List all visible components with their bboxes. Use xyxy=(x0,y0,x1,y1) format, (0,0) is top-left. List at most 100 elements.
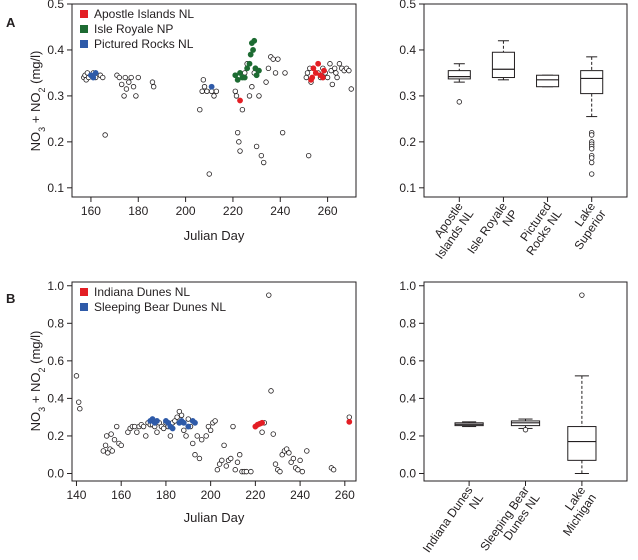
legend-swatch xyxy=(80,288,88,296)
panel-a-box-y-axis: 0.1 0.2 0.3 0.4 0.5 xyxy=(399,0,424,195)
data-point xyxy=(334,74,340,81)
y-tick-label: 0.4 xyxy=(47,391,64,405)
box-iqr xyxy=(536,74,560,88)
category-label: PicturedRocks NL xyxy=(513,199,565,257)
data-point xyxy=(336,61,343,67)
data-point xyxy=(118,442,124,449)
category-label: Isle RoyaleNP xyxy=(464,199,520,263)
y-tick-label: 0.3 xyxy=(47,89,64,103)
data-point xyxy=(251,37,258,44)
panel-label-b: B xyxy=(6,291,15,306)
data-point xyxy=(265,65,272,72)
y-tick-label: 1.0 xyxy=(47,279,64,293)
data-point xyxy=(206,171,212,177)
data-point xyxy=(207,427,214,434)
panel-a-ylabel: NO3 + NO2 (mg/l) xyxy=(28,51,47,152)
x-tick-label: 180 xyxy=(128,204,148,218)
data-point xyxy=(346,414,352,420)
ylabel-sub-3: 3 xyxy=(37,127,47,132)
data-point xyxy=(256,67,262,74)
y-tick-label: 0.6 xyxy=(399,354,416,368)
data-point xyxy=(246,93,253,99)
data-point xyxy=(239,106,246,113)
panel-b-boxes xyxy=(454,292,597,474)
data-point xyxy=(346,67,352,74)
data-point xyxy=(279,129,286,136)
data-point xyxy=(268,388,274,394)
x-tick-label: 240 xyxy=(270,204,290,218)
panel-a-scatter-frame xyxy=(71,3,357,198)
x-tick-label: 240 xyxy=(290,488,310,502)
data-point xyxy=(243,468,250,475)
data-point xyxy=(234,129,241,136)
panel-b-y-axis: 0.0 0.2 0.4 0.6 0.8 1.0 xyxy=(47,279,72,480)
data-point xyxy=(204,88,210,95)
y-tick-label: 0.5 xyxy=(47,0,64,11)
data-point xyxy=(303,74,309,81)
data-point xyxy=(111,436,118,443)
y-tick-label: 0.1 xyxy=(399,181,416,195)
legend-label: Sleeping Bear Dunes NL xyxy=(94,300,226,314)
data-point xyxy=(259,419,265,426)
data-point xyxy=(140,423,147,430)
legend-swatch xyxy=(80,10,88,18)
data-point xyxy=(258,152,265,159)
panel-b-x-axis: 140 160 180 200 220 240 260 xyxy=(66,481,355,502)
data-point xyxy=(242,70,248,76)
legend-label: Indiana Dunes NL xyxy=(94,285,190,299)
ylabel-sub-3: 3 xyxy=(37,407,47,412)
data-point xyxy=(295,467,301,473)
data-point xyxy=(214,467,221,473)
legend-label: Isle Royale NP xyxy=(94,22,173,36)
data-point xyxy=(237,97,243,104)
data-point xyxy=(92,70,99,76)
y-tick-label: 0.5 xyxy=(399,0,416,11)
data-point xyxy=(248,468,254,475)
data-point xyxy=(100,448,107,454)
data-point xyxy=(327,61,333,67)
data-point xyxy=(77,406,83,412)
data-point xyxy=(192,419,198,426)
data-point xyxy=(212,418,218,424)
ylabel-sub-2: 2 xyxy=(37,367,47,372)
data-point xyxy=(256,93,262,99)
legend-swatch xyxy=(80,303,88,311)
panel-b-scatter-frame xyxy=(71,281,357,482)
ylabel-plus-no2: + NO xyxy=(28,373,43,407)
outlier-point xyxy=(588,159,595,166)
data-point xyxy=(290,455,297,462)
panel-a-scatter: 160 180 200 220 240 260 0.1 0.2 0.3 0.4 0.5 Apost… xyxy=(28,0,357,243)
data-point xyxy=(121,93,127,99)
data-point xyxy=(126,79,132,85)
outlier-point xyxy=(522,427,529,433)
box-iqr xyxy=(491,51,515,79)
outlier-point xyxy=(588,132,595,138)
data-point xyxy=(315,60,322,67)
panel-a-x-axis: 160 180 200 220 240 260 xyxy=(81,197,338,218)
data-point xyxy=(304,448,310,454)
data-point xyxy=(143,433,149,439)
data-point xyxy=(233,93,240,99)
data-point xyxy=(208,88,215,95)
data-point xyxy=(249,84,255,90)
panel-b-box-y-axis: 0.0 0.2 0.4 0.6 0.8 1.0 xyxy=(399,279,424,480)
data-point xyxy=(180,419,187,426)
panel-b-ylabel: NO3 + NO2 (mg/l) xyxy=(28,331,47,432)
data-point xyxy=(324,74,331,81)
data-point xyxy=(135,74,141,81)
data-point xyxy=(330,467,337,473)
data-point xyxy=(299,468,306,475)
data-point xyxy=(259,429,265,435)
data-point xyxy=(221,442,227,449)
data-point xyxy=(154,429,160,435)
y-tick-label: 0.8 xyxy=(47,316,64,330)
data-point xyxy=(90,74,97,81)
data-point xyxy=(154,418,160,424)
data-point xyxy=(116,74,123,81)
panel-b-xlabel: Julian Day xyxy=(184,510,245,525)
ylabel-sub-2: 2 xyxy=(37,87,47,92)
x-tick-label: 180 xyxy=(156,488,176,502)
